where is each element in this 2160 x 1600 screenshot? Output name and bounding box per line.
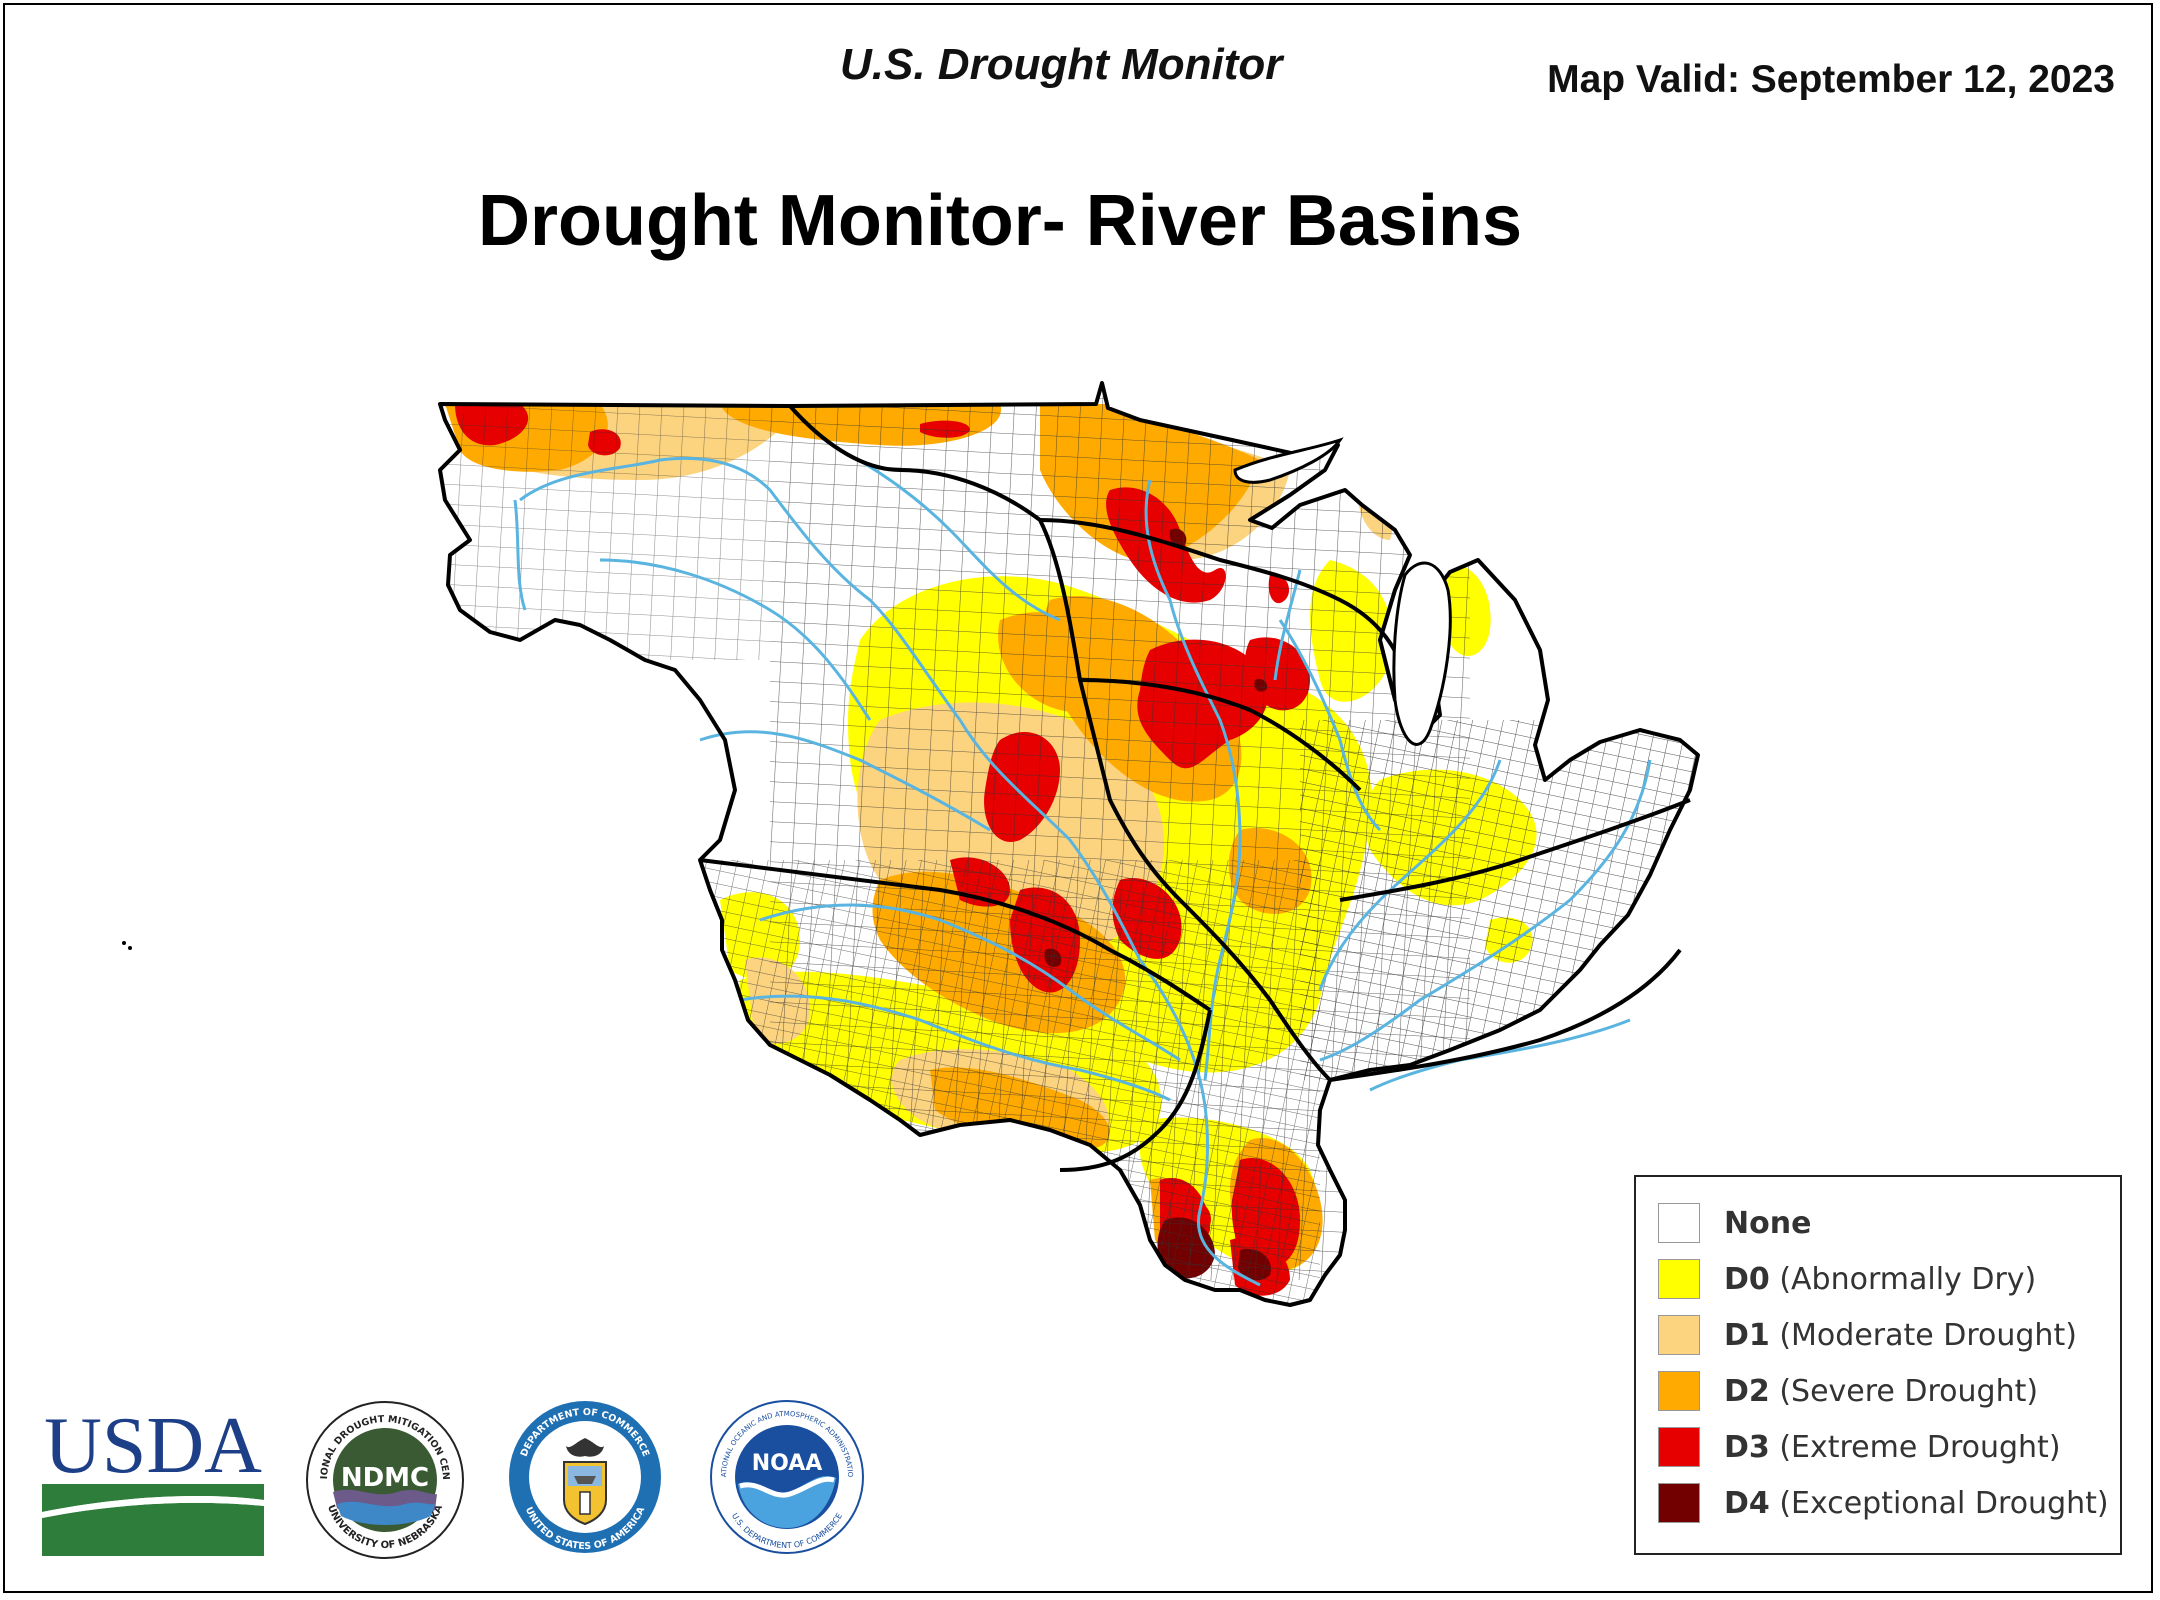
legend-label: (Moderate Drought) (1779, 1317, 2077, 1353)
legend-label: (Exceptional Drought) (1779, 1485, 2109, 1521)
legend-item-d4: D4 (Exceptional Drought) (1658, 1481, 2109, 1525)
commerce-logo: DEPARTMENT OF COMMERCE UNITED STATES OF … (509, 1401, 661, 1553)
legend-swatch (1658, 1371, 1700, 1411)
map-title: Drought Monitor- River Basins (477, 181, 1523, 261)
legend-swatch (1658, 1315, 1700, 1355)
legend-label: (Extreme Drought) (1779, 1429, 2061, 1465)
usda-logo: USDA (42, 1402, 264, 1556)
rivers (513, 448, 1652, 1287)
map-speck (128, 946, 132, 950)
ndmc-logo-text: NDMC (341, 1463, 429, 1493)
legend-item-d2: D2 (Severe Drought) (1658, 1369, 2038, 1413)
basin-borders (438, 381, 1700, 1307)
legend-item-d1: D1 (Moderate Drought) (1658, 1313, 2077, 1357)
legend-label: None (1724, 1205, 1812, 1241)
legend-swatch (1658, 1427, 1700, 1467)
legend-code: D2 (1724, 1373, 1770, 1409)
legend-code: D1 (1724, 1317, 1770, 1353)
legend-item-none: None (1658, 1201, 1811, 1245)
legend: None D0 (Abnormally Dry) D1 (Moderate Dr… (1634, 1175, 2122, 1555)
legend-item-d3: D3 (Extreme Drought) (1658, 1425, 2061, 1469)
usda-logo-text: USDA (44, 1402, 262, 1490)
legend-swatch (1658, 1259, 1700, 1299)
map-speck (122, 941, 126, 945)
map-frame (3, 3, 2153, 1593)
legend-swatch (1658, 1203, 1700, 1243)
legend-label: (Abnormally Dry) (1779, 1261, 2037, 1297)
product-title: U.S. Drought Monitor (840, 40, 1283, 89)
noaa-logo: NATIONAL OCEANIC AND ATMOSPHERIC ADMINIS… (710, 1400, 864, 1554)
legend-swatch (1658, 1483, 1700, 1523)
noaa-logo-text: NOAA (752, 1451, 823, 1476)
map-valid-date: Map Valid: September 12, 2023 (1547, 58, 2115, 101)
legend-code: D0 (1724, 1261, 1770, 1297)
legend-code: D4 (1724, 1485, 1770, 1521)
legend-label: (Severe Drought) (1779, 1373, 2039, 1409)
legend-item-d0: D0 (Abnormally Dry) (1658, 1257, 2036, 1301)
great-lakes (1233, 437, 1452, 746)
ndmc-logo: NATIONAL DROUGHT MITIGATION CENTER UNIVE… (305, 1400, 464, 1559)
legend-code: D3 (1724, 1429, 1770, 1465)
